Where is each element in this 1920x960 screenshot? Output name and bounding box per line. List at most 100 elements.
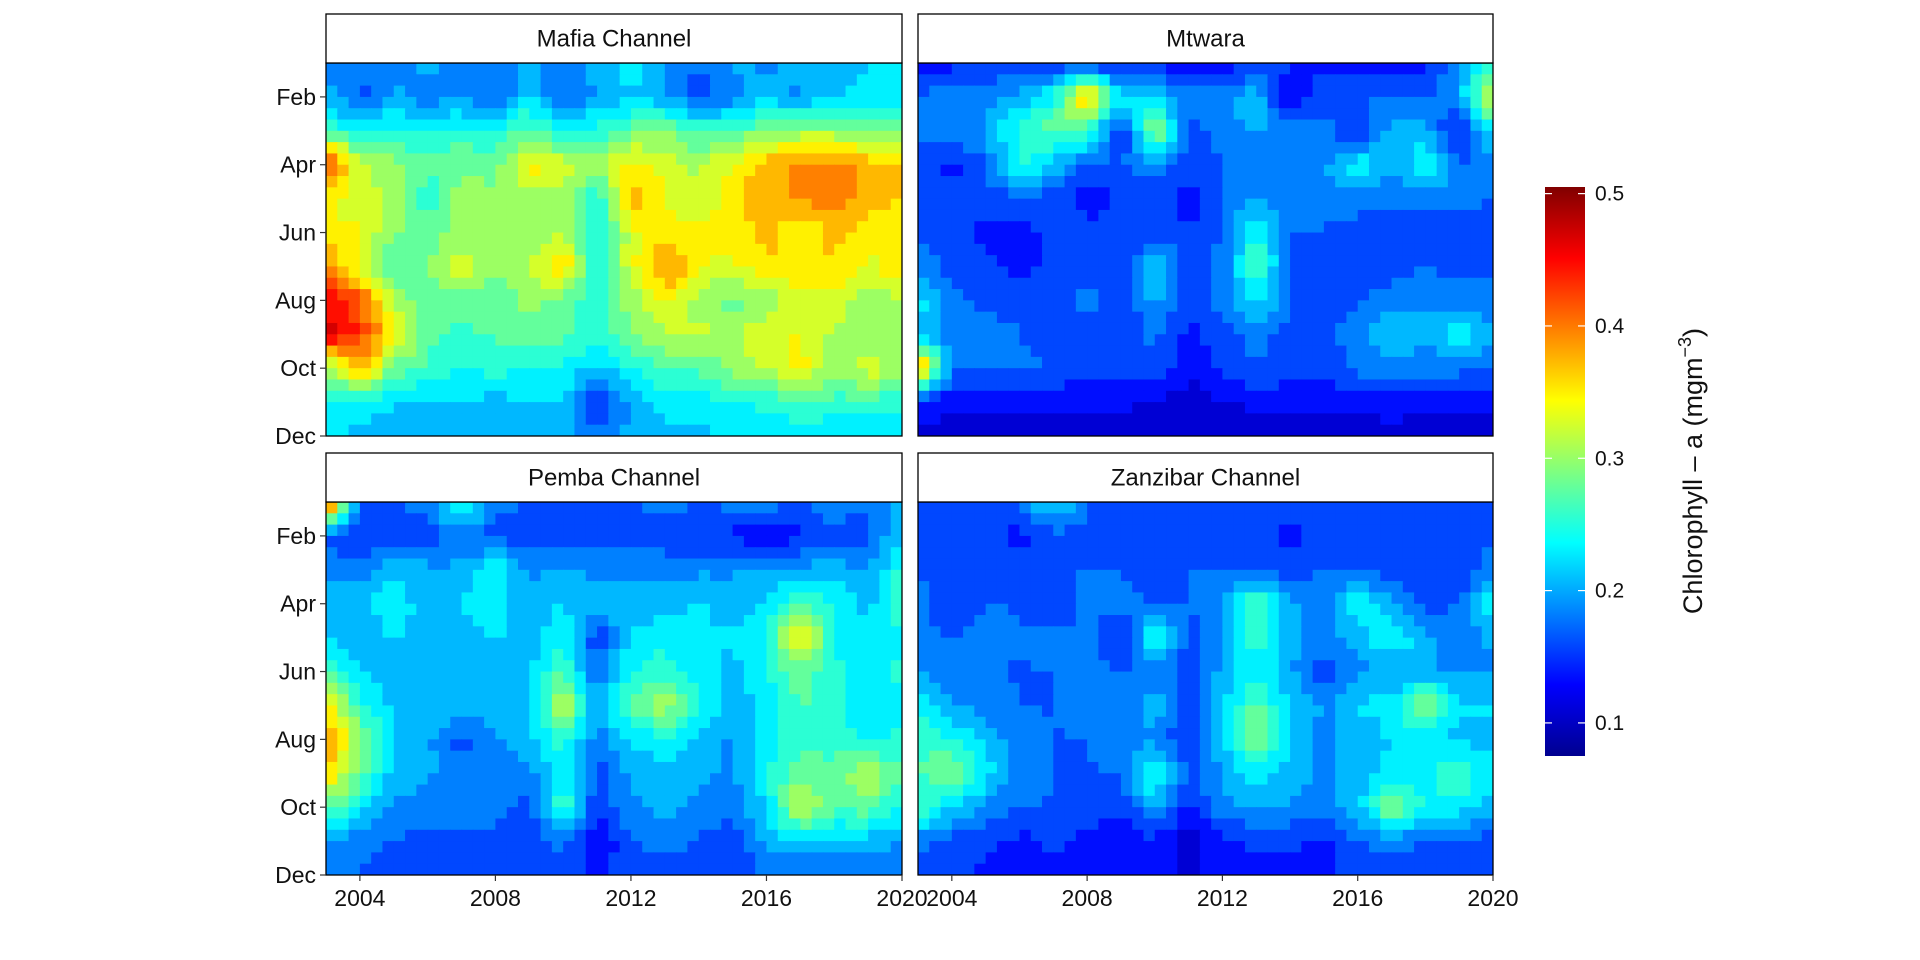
heatmap-cell: [1402, 424, 1415, 436]
heatmap-cell: [834, 390, 847, 403]
heatmap-cell: [630, 694, 643, 707]
heatmap-cell: [472, 592, 485, 605]
heatmap-cell: [1075, 345, 1088, 358]
heatmap-cell: [326, 243, 338, 256]
heatmap-cell: [1233, 390, 1246, 403]
heatmap-cell: [495, 502, 508, 514]
heatmap-cell: [472, 637, 485, 650]
heatmap-cell: [348, 63, 361, 75]
heatmap-cell: [698, 142, 711, 155]
heatmap-cell: [393, 153, 406, 166]
heatmap-cell: [710, 390, 722, 403]
heatmap-cell: [800, 266, 813, 279]
heatmap-cell: [766, 424, 779, 436]
heatmap-cell: [1042, 209, 1054, 222]
heatmap-cell: [879, 74, 892, 87]
heatmap-cell: [822, 266, 835, 279]
heatmap-cell: [416, 74, 429, 87]
heatmap-cell: [438, 96, 451, 109]
heatmap-cell: [890, 345, 902, 358]
heatmap-cell: [1087, 402, 1099, 414]
heatmap-cell: [597, 795, 609, 808]
heatmap-cell: [755, 187, 768, 200]
heatmap-cell: [789, 513, 801, 526]
heatmap-cell: [918, 311, 930, 324]
heatmap-cell: [822, 96, 835, 109]
heatmap-cell: [359, 198, 372, 211]
heatmap-cell: [359, 289, 372, 301]
heatmap-cell: [1030, 119, 1043, 132]
heatmap-cell: [1244, 119, 1257, 132]
heatmap-cell: [1414, 266, 1426, 279]
heatmap-cell: [721, 795, 734, 808]
heatmap-cell: [800, 773, 813, 786]
heatmap-cell: [918, 63, 930, 75]
heatmap-cell: [940, 402, 953, 414]
heatmap-cell: [1143, 255, 1156, 268]
heatmap-cell: [710, 413, 722, 426]
heatmap-cell: [438, 390, 451, 403]
heatmap-cell: [416, 424, 429, 436]
heatmap-cell: [1053, 368, 1066, 381]
heatmap-cell: [845, 345, 858, 358]
heatmap-cell: [608, 221, 621, 234]
heatmap-cell: [1335, 63, 1348, 75]
heatmap-cell: [890, 390, 902, 403]
heatmap-cell: [382, 761, 395, 774]
heatmap-cell: [929, 402, 942, 414]
heatmap-cell: [777, 716, 790, 729]
heatmap-cell: [1008, 345, 1021, 358]
heatmap-cell: [1064, 368, 1077, 381]
heatmap-cell: [834, 569, 847, 582]
heatmap-cell: [1459, 153, 1472, 166]
heatmap-cell: [630, 402, 643, 414]
heatmap-cell: [506, 694, 519, 707]
heatmap-cell: [540, 63, 553, 75]
heatmap-cell: [687, 74, 700, 87]
heatmap-cell: [416, 142, 429, 155]
heatmap-cell: [732, 818, 745, 831]
heatmap-cell: [789, 96, 801, 109]
heatmap-cell: [834, 74, 847, 87]
heatmap-cell: [664, 96, 677, 109]
heatmap-cell: [1166, 209, 1178, 222]
heatmap-cell: [461, 96, 474, 109]
heatmap-cell: [1087, 345, 1099, 358]
heatmap-cell: [834, 671, 847, 684]
heatmap-cell: [732, 852, 745, 865]
heatmap-cell: [472, 728, 485, 740]
heatmap-cell: [811, 773, 824, 786]
heatmap-cell: [359, 153, 372, 166]
heatmap-cell: [1312, 356, 1325, 369]
heatmap-cell: [506, 829, 519, 842]
heatmap-cell: [1166, 424, 1178, 436]
heatmap-cell: [359, 739, 372, 752]
heatmap-cell: [1368, 356, 1381, 369]
heatmap-cell: [506, 311, 519, 324]
heatmap-cell: [337, 390, 350, 403]
heatmap-cell: [985, 311, 998, 324]
heatmap-cell: [597, 581, 609, 594]
heatmap-cell: [963, 187, 975, 200]
heatmap-cell: [1211, 243, 1224, 256]
heatmap-cell: [1199, 334, 1212, 347]
heatmap-cell: [664, 334, 677, 347]
heatmap-cell: [710, 209, 722, 222]
heatmap-cell: [1380, 108, 1393, 121]
heatmap-cell: [438, 603, 451, 616]
heatmap-cell: [574, 558, 587, 571]
heatmap-cell: [856, 130, 869, 143]
heatmap-cell: [879, 694, 892, 707]
heatmap-cell: [574, 356, 587, 369]
heatmap-cell: [506, 739, 519, 752]
heatmap-cell: [450, 390, 463, 403]
heatmap-cell: [1346, 164, 1359, 177]
heatmap-cell: [495, 773, 508, 786]
heatmap-cell: [996, 322, 1009, 335]
heatmap-cell: [1459, 221, 1472, 234]
heatmap-cell: [1222, 402, 1235, 414]
heatmap-cell: [1177, 424, 1190, 436]
heatmap-cell: [698, 705, 711, 718]
heatmap-cell: [1425, 108, 1438, 121]
heatmap-cell: [438, 524, 451, 537]
